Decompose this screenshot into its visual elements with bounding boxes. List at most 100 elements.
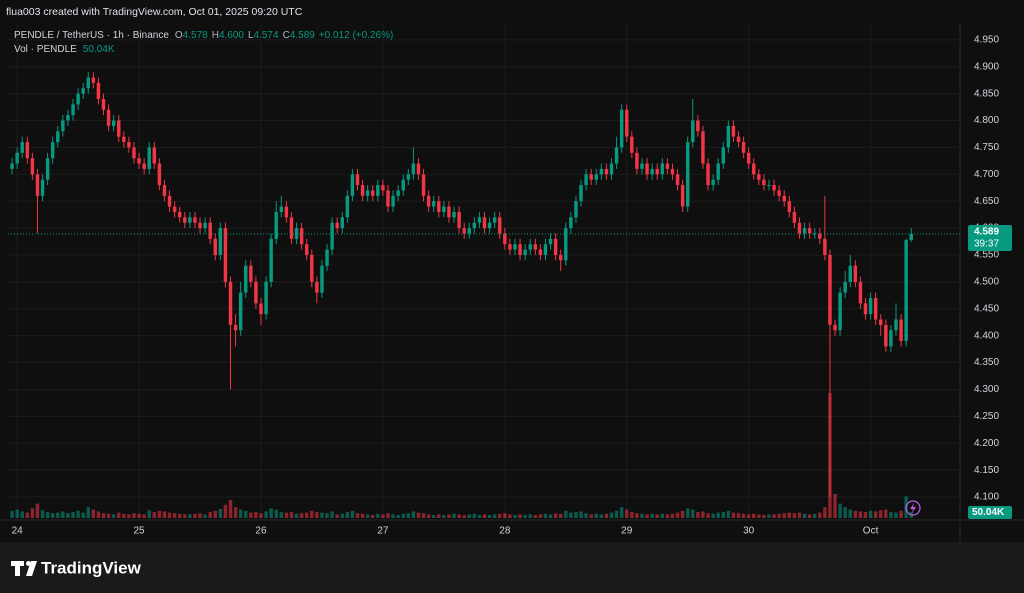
candle-body: [401, 179, 405, 191]
volume-bar: [340, 513, 344, 518]
candle-body: [487, 222, 492, 229]
volume-bar: [716, 512, 720, 518]
volume-bar: [609, 512, 614, 518]
volume-bar: [457, 514, 461, 518]
volume-bar: [492, 514, 497, 518]
candle-body: [513, 244, 517, 250]
candle-body: [304, 244, 309, 255]
volume-bar: [503, 513, 507, 518]
volume-bar: [127, 514, 131, 518]
volume-value-box: [968, 506, 1012, 519]
y-tick-label: 4.300: [974, 384, 999, 395]
x-tick-label: 26: [255, 526, 267, 537]
candle-body: [792, 211, 797, 223]
candle-body: [508, 244, 512, 250]
candle-body: [873, 298, 878, 320]
volume-bar: [183, 514, 187, 518]
volume-bar: [15, 509, 19, 518]
volume-bar: [792, 513, 797, 518]
volume-bar: [518, 514, 522, 518]
x-tick-label: 27: [377, 526, 389, 537]
candle-body: [289, 217, 294, 239]
alert-icon[interactable]: [905, 500, 921, 516]
legend-value: 4.600: [219, 30, 244, 41]
volume-bar: [20, 511, 24, 518]
candle-body: [86, 77, 90, 89]
volume-bar: [106, 513, 111, 518]
legend-change: +0.012 (+0.26%): [319, 30, 394, 41]
volume-bar: [701, 511, 705, 518]
volume-bar: [396, 514, 400, 518]
candle-body: [503, 233, 507, 245]
candle-body: [223, 228, 228, 282]
volume-bar: [523, 514, 527, 518]
volume-bar: [284, 512, 289, 518]
volume-bar: [406, 513, 411, 518]
legend-value: 4.578: [183, 30, 208, 41]
candle-body: [863, 303, 868, 315]
candle-body: [726, 125, 731, 148]
x-tick-label: Oct: [863, 526, 879, 537]
candle-body: [15, 152, 19, 164]
volume-bar: [274, 509, 278, 518]
candle-body: [208, 222, 212, 239]
y-tick-label: 4.900: [974, 61, 999, 72]
volume-bar: [279, 511, 284, 518]
volume-bar: [96, 511, 101, 518]
volume-bar: [421, 513, 426, 518]
candle-body: [152, 147, 157, 164]
candle-body: [640, 163, 644, 169]
volume-bar: [203, 514, 207, 518]
x-tick-label: 28: [499, 526, 511, 537]
volume-bar: [416, 512, 421, 518]
candle-body: [828, 254, 832, 325]
candle-body: [452, 211, 456, 218]
volume-bar: [838, 503, 842, 518]
candle-body: [889, 330, 893, 347]
candle-body: [630, 136, 634, 153]
candle-body: [782, 195, 786, 202]
volume-bar: [655, 514, 659, 518]
candle-body: [244, 265, 248, 293]
candle-body: [437, 201, 441, 212]
last-price-box: [968, 225, 1012, 252]
volume-bar: [218, 508, 223, 518]
volume-bar: [269, 508, 273, 518]
candle-body: [721, 147, 725, 164]
candle-body: [213, 238, 217, 255]
candle-body: [558, 254, 563, 261]
candle-body: [340, 217, 344, 229]
volume-bar: [543, 513, 548, 518]
candle-body: [848, 265, 852, 282]
candle-body: [675, 174, 680, 186]
volume-bar: [411, 511, 416, 518]
volume-bar: [594, 513, 598, 518]
volume-bar: [462, 514, 466, 518]
candle-body: [569, 217, 573, 229]
candle-body: [462, 228, 466, 234]
candle-body: [528, 244, 532, 250]
candle-body: [838, 292, 842, 331]
candle-body: [482, 217, 487, 229]
volume-bar: [528, 514, 532, 518]
candle-body: [35, 174, 40, 196]
volume-bar: [802, 513, 807, 518]
volume-bar: [858, 511, 863, 518]
legend-label: H: [212, 30, 219, 41]
candle-body: [218, 228, 223, 255]
candle-body: [355, 174, 360, 186]
candle-body: [111, 120, 116, 126]
volume-bar: [498, 513, 502, 518]
volume-bar: [746, 514, 751, 518]
y-tick-label: 4.200: [974, 438, 999, 449]
volume-bar: [142, 514, 146, 518]
y-tick-label: 4.400: [974, 330, 999, 341]
candle-body: [56, 131, 60, 143]
y-tick-label: 4.750: [974, 142, 999, 153]
x-tick-label: 29: [621, 526, 633, 537]
volume-bar: [873, 511, 878, 518]
symbol: PENDLE / TetherUS · 1h · Binance: [14, 30, 169, 41]
candle-body: [279, 206, 284, 212]
volume-bar: [782, 513, 786, 518]
